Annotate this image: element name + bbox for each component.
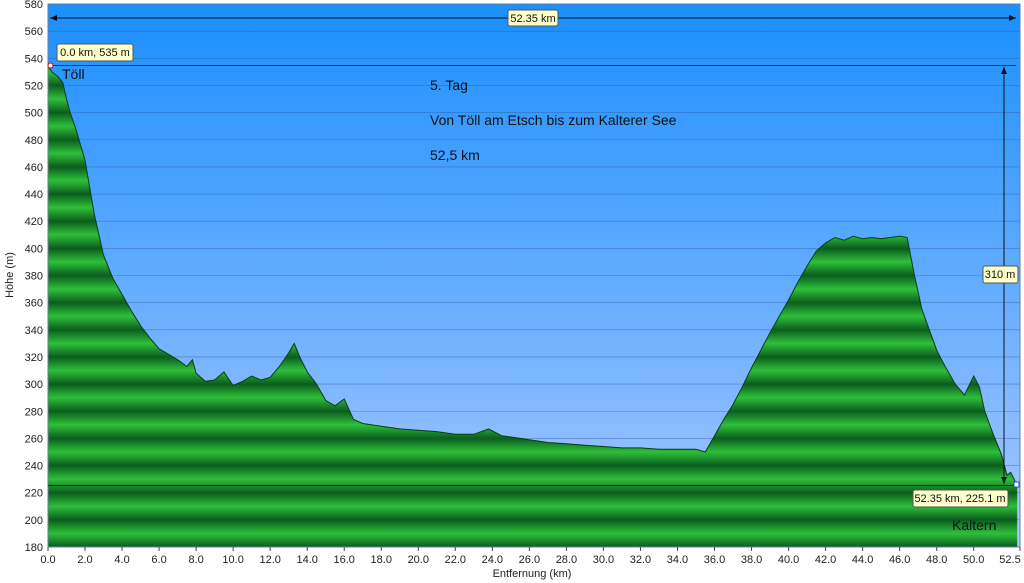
distance-callout-text: 52.35 km xyxy=(510,13,555,25)
y-tick-label: 200 xyxy=(25,515,43,527)
x-tick-label: 36.0 xyxy=(704,554,725,566)
y-tick-label: 400 xyxy=(25,243,43,255)
x-tick-label: 44.0 xyxy=(852,554,873,566)
annotation-distance: 52,5 km xyxy=(430,147,480,163)
climb-callout-box xyxy=(982,265,1019,284)
x-tick-label: 48.0 xyxy=(926,554,947,566)
x-tick-label: 22.0 xyxy=(445,554,466,566)
x-tick-label: 38.0 xyxy=(741,554,762,566)
plot-frame xyxy=(47,3,1021,548)
y-tick-label: 340 xyxy=(25,325,43,337)
y-tick-label: 500 xyxy=(25,108,43,120)
x-tick-label: 42.0 xyxy=(815,554,836,566)
x-tick-label: 40.0 xyxy=(778,554,799,566)
y-tick-label: 240 xyxy=(25,461,43,473)
y-tick-label: 460 xyxy=(25,162,43,174)
x-tick-label: 8.0 xyxy=(188,554,203,566)
end-callout-text: 52.35 km, 225.1 m xyxy=(914,493,1005,505)
y-tick-label: 260 xyxy=(25,433,43,445)
x-tick-label: 24.0 xyxy=(482,554,503,566)
climb-arrow-up xyxy=(1001,67,1007,74)
annotation-day: 5. Tag xyxy=(430,77,468,93)
end-point-marker xyxy=(1013,481,1020,488)
start-callout-text: 0.0 km, 535 m xyxy=(60,47,130,59)
y-tick-label: 360 xyxy=(25,298,43,310)
y-axis-label: Höhe (m) xyxy=(4,252,16,298)
x-tick-label: 50.0 xyxy=(963,554,984,566)
y-tick-label: 300 xyxy=(25,379,43,391)
elevation-area xyxy=(48,65,1018,547)
distance-arrow-left xyxy=(50,15,57,21)
x-tick-label: 28.0 xyxy=(556,554,577,566)
y-tick-label: 420 xyxy=(25,216,43,228)
x-tick-label: 52.5 xyxy=(999,554,1020,566)
x-axis-ticks: 0.0 2.0 4.0 6.0 8.0 10.0 12.0 14.0 16.0 18.0 20.0 2… xyxy=(40,547,1021,566)
y-tick-label: 480 xyxy=(25,135,43,147)
y-tick-label: 440 xyxy=(25,189,43,201)
measurement-overlay: 52.35 km 310 m 0.0 km, 535 m 52.35 km, 2… xyxy=(47,9,1020,508)
y-tick-label: 380 xyxy=(25,271,43,283)
x-tick-label: 10.0 xyxy=(222,554,243,566)
x-tick-label: 30.0 xyxy=(593,554,614,566)
annotation-route: Von Töll am Etsch bis zum Kalterer See xyxy=(430,112,677,128)
x-tick-label: 4.0 xyxy=(114,554,129,566)
x-tick-label: 0.0 xyxy=(40,554,55,566)
x-tick-label: 14.0 xyxy=(296,554,317,566)
x-tick-label: 20.0 xyxy=(408,554,429,566)
y-tick-label: 280 xyxy=(25,406,43,418)
x-tick-label: 16.0 xyxy=(334,554,355,566)
y-tick-label: 220 xyxy=(25,488,43,500)
y-tick-label: 580 xyxy=(25,0,43,11)
elevation-line xyxy=(48,64,1018,487)
y-axis-ticks: 180 200 220 240 260 280 300 320 340 360 380 400 420 4… xyxy=(25,0,43,554)
x-tick-label: 12.0 xyxy=(259,554,280,566)
y-tick-label: 520 xyxy=(25,80,43,92)
x-tick-label: 32.0 xyxy=(630,554,651,566)
y-tick-label: 320 xyxy=(25,352,43,364)
start-point-marker xyxy=(47,62,54,69)
place-end-label: Kaltern xyxy=(952,517,996,533)
x-tick-label: 18.0 xyxy=(371,554,392,566)
y-tick-label: 180 xyxy=(25,542,43,554)
x-axis-label: Entfernung (km) xyxy=(493,568,572,580)
x-tick-label: 6.0 xyxy=(151,554,166,566)
x-tick-label: 26.0 xyxy=(519,554,540,566)
end-callout-box xyxy=(912,489,1009,508)
climb-callout-text: 310 m xyxy=(985,269,1016,281)
climb-arrow-down xyxy=(1001,477,1007,484)
start-callout-box xyxy=(56,43,134,62)
y-tick-label: 560 xyxy=(25,26,43,38)
x-tick-label: 2.0 xyxy=(77,554,92,566)
distance-callout-box xyxy=(507,9,559,27)
y-tick-label: 540 xyxy=(25,53,43,65)
distance-arrow-right xyxy=(1009,15,1016,21)
x-tick-label: 34.0 xyxy=(667,554,688,566)
x-tick-label: 46.0 xyxy=(889,554,910,566)
place-start-label: Töll xyxy=(62,66,85,82)
